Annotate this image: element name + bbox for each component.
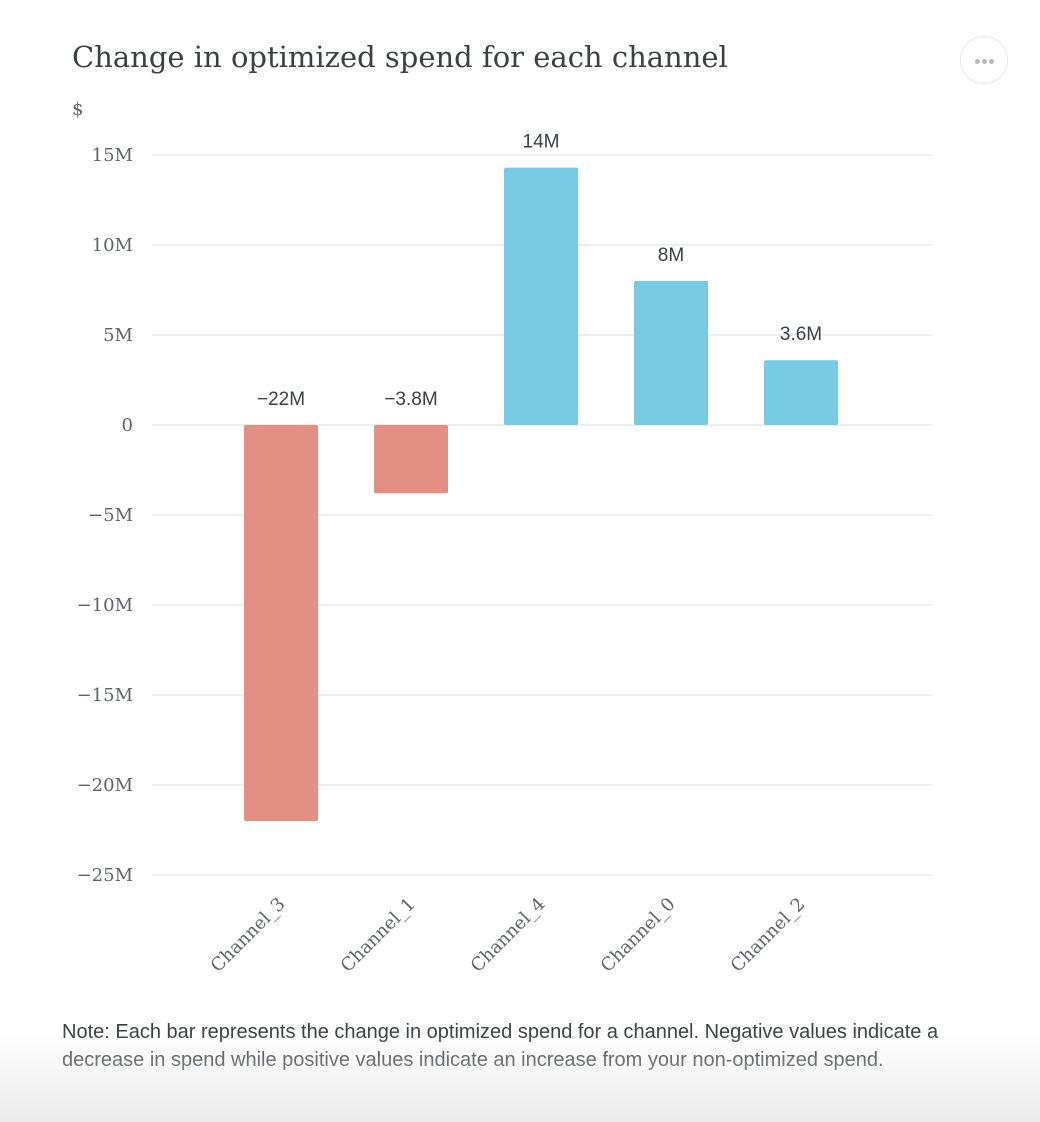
data-label: 8M [658,245,684,266]
bar-channel-4 [504,167,578,425]
bar-chart: $ 15M 10M 5M 0 −5M −10M −15M −20M −25M −22M −3.8M… [72,99,932,977]
more-horizontal-icon [989,59,994,64]
y-tick-label: −10M [77,595,133,616]
x-tick-label: Channel_1 [337,894,420,977]
x-tick-labels: Channel_3 Channel_1 Channel_4 Channel_0 Chan… [207,894,810,977]
x-tick-label: Channel_3 [207,894,290,977]
y-axis-label: $ [72,99,83,120]
data-labels: −22M −3.8M 14M 8M 3.6M [257,132,822,410]
chart-title: Change in optimized spend for each chann… [72,40,728,74]
y-tick-label: −25M [77,865,133,886]
x-tick-label: Channel_2 [727,894,810,977]
data-label: −22M [257,389,305,410]
y-tick-label: 5M [103,325,133,346]
bar-channel-1 [374,425,448,494]
x-tick-label: Channel_4 [467,894,550,977]
y-tick-label: −15M [77,685,133,706]
more-horizontal-icon [975,59,980,64]
y-tick-label: −5M [88,505,133,526]
bar-channel-0 [634,281,708,425]
data-label: −3.8M [384,389,437,410]
more-horizontal-icon [982,59,987,64]
y-tick-label: 15M [92,145,133,166]
more-options-button[interactable] [960,36,1008,84]
y-tick-labels: 15M 10M 5M 0 −5M −10M −15M −20M −25M [77,145,133,886]
bar-channel-2 [764,360,838,425]
bar-channel-3 [244,425,318,821]
x-tick-label: Channel_0 [597,894,680,977]
bars [244,167,838,821]
data-label: 14M [523,132,560,153]
data-label: 3.6M [780,324,822,345]
y-tick-label: 10M [92,235,133,256]
y-tick-label: 0 [122,415,133,436]
y-tick-label: −20M [77,775,133,796]
chart-note: Note: Each bar represents the change in … [62,1021,939,1071]
